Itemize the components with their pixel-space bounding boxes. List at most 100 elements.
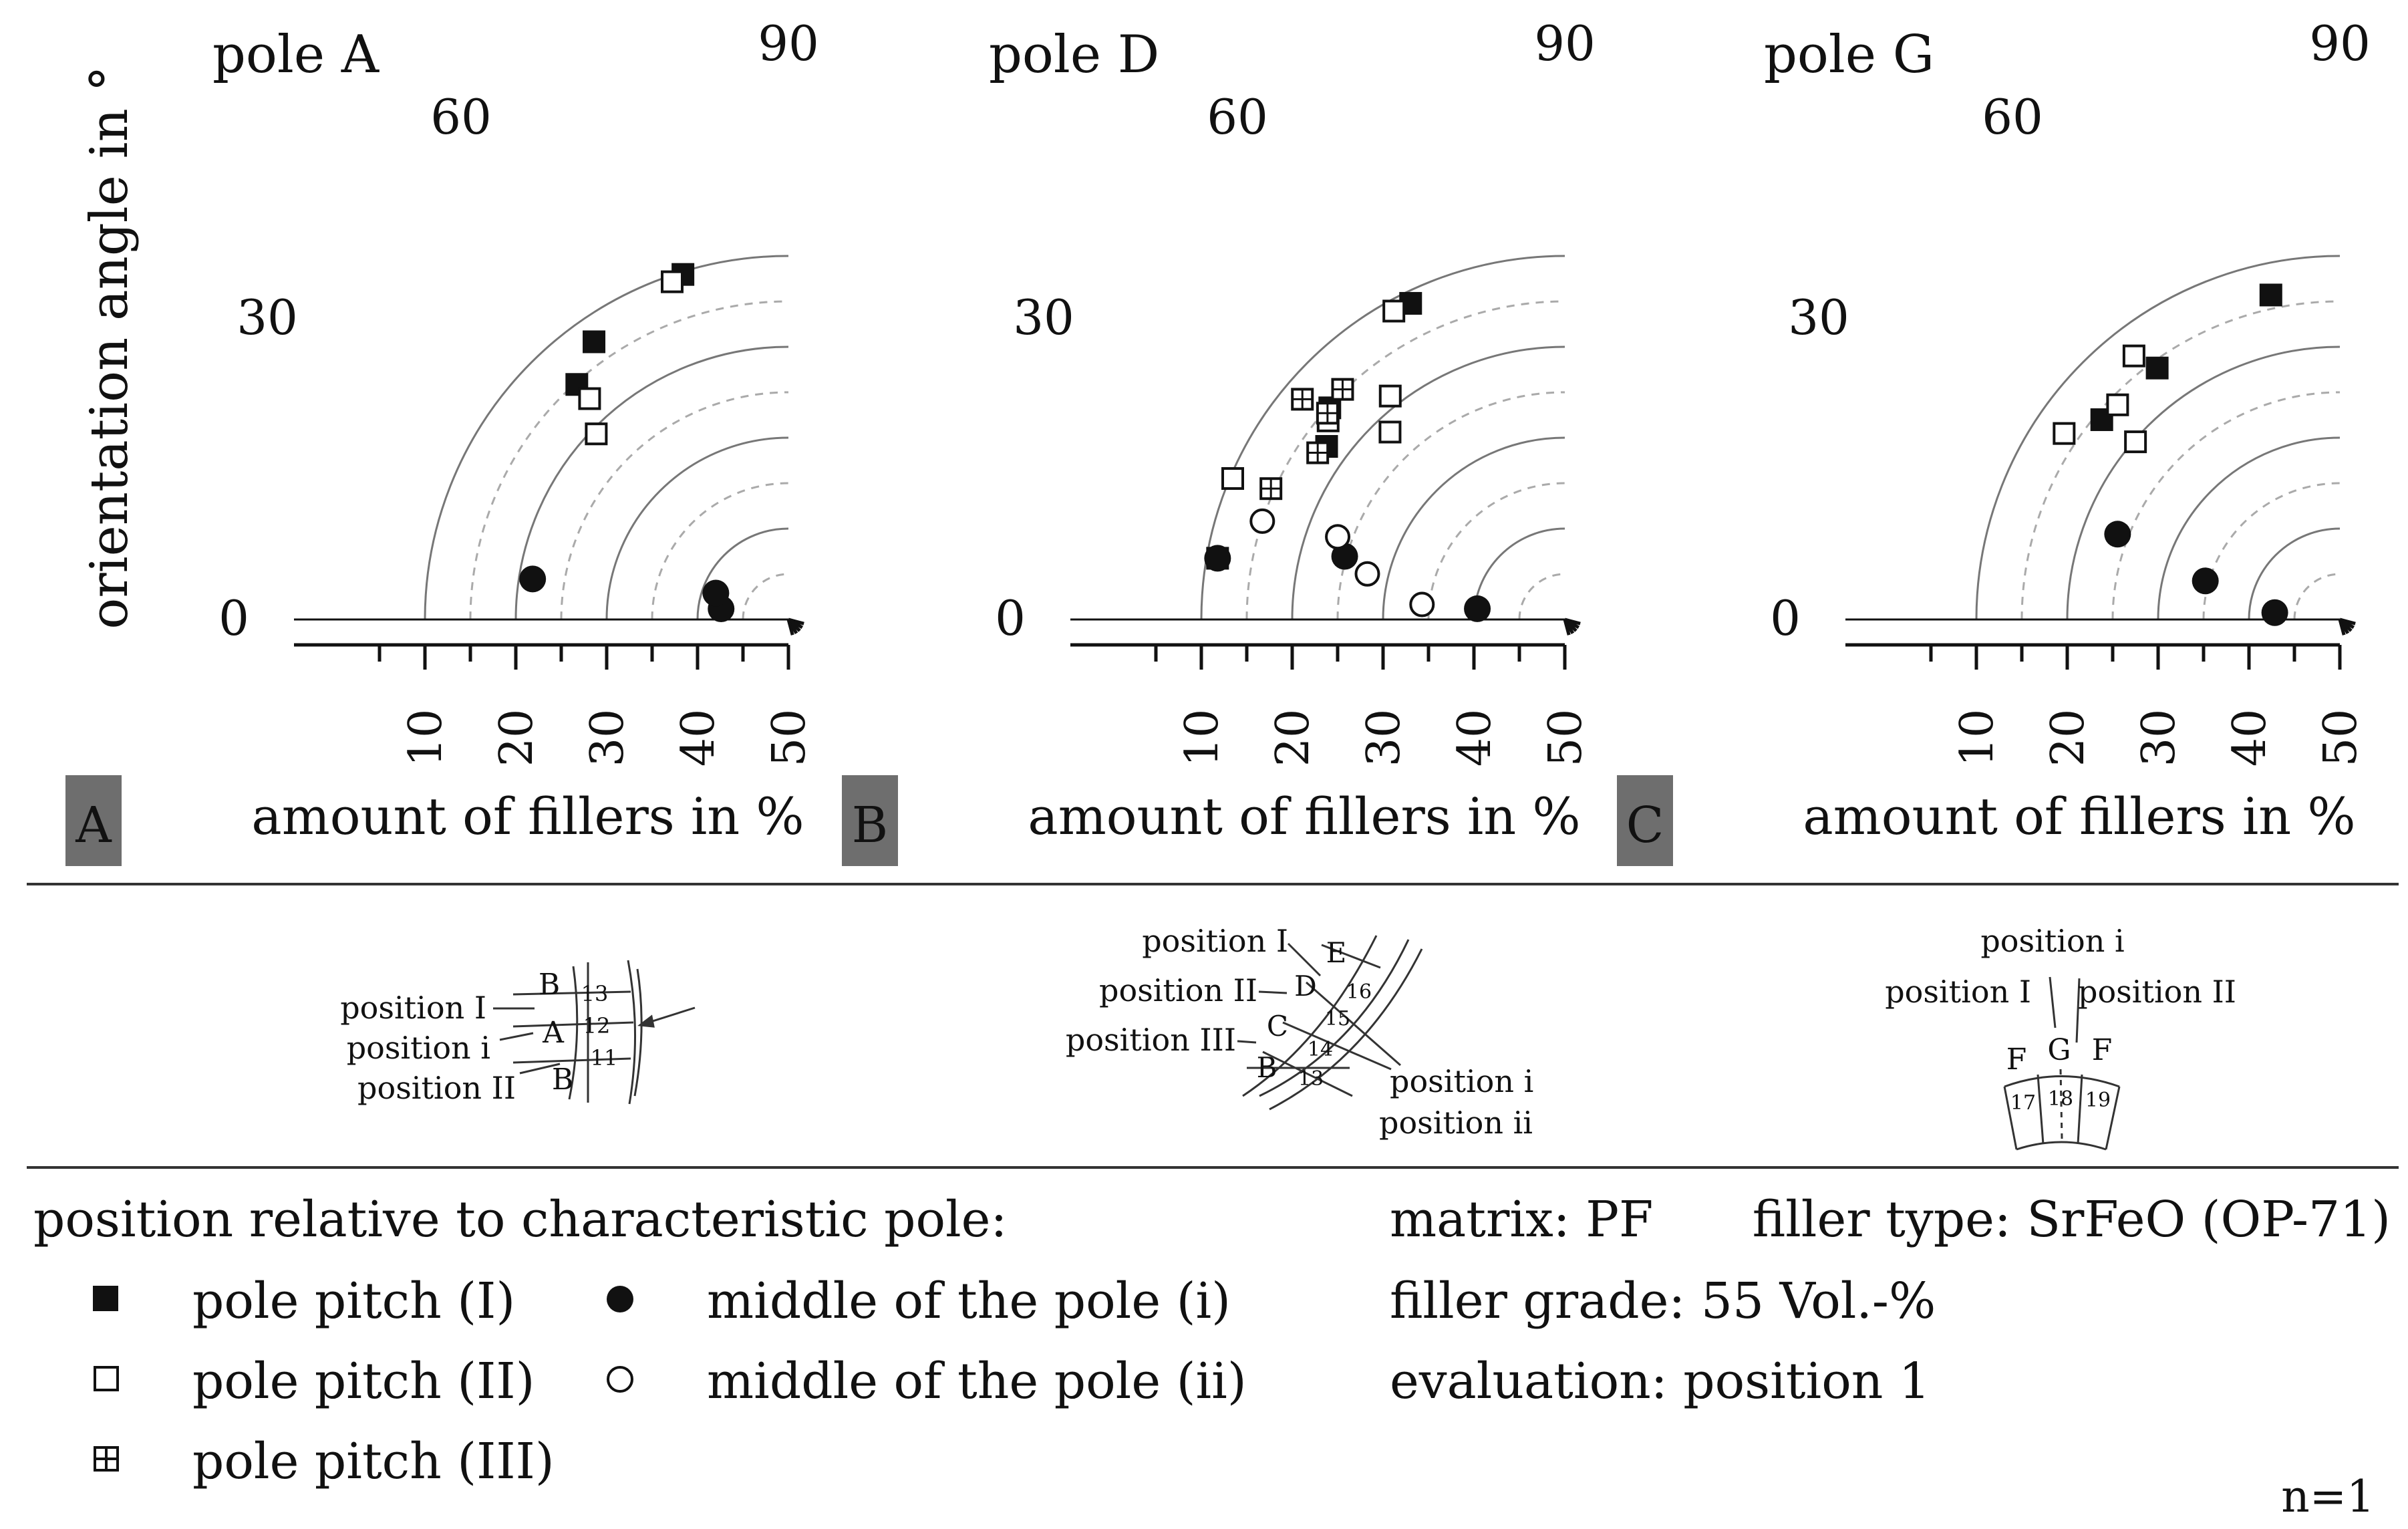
angle-tick <box>1563 619 1571 636</box>
legend-label-pole-pitch-III: pole pitch (III) <box>192 1433 555 1490</box>
data-point-crossed-square <box>1331 378 1354 401</box>
filler-tick-label-30: 30 <box>581 709 634 767</box>
info-filler-type: filler type: SrFeO (OP-71) <box>1753 1191 2391 1248</box>
diag-b-letter-B: B <box>1257 1051 1277 1084</box>
filler-tick-label-50: 50 <box>763 709 816 767</box>
legend-symbol-filled-circle <box>607 1286 633 1312</box>
data-point-filled-square <box>583 330 606 354</box>
position-diagram-a: position I position i position II B A B … <box>340 960 696 1106</box>
data-point-open-square <box>2122 344 2145 368</box>
position-diagram-b: position I position II position III posi… <box>1066 923 1533 1141</box>
diag-a-letter-B-bottom: B <box>552 1063 573 1097</box>
panel-tag-box <box>1617 775 1673 866</box>
diag-c-letter-F-right: F <box>2092 1033 2113 1067</box>
grid-arc-dashed <box>2293 573 2341 620</box>
data-point-open-square <box>660 270 684 293</box>
grid-arc-solid <box>2157 436 2341 620</box>
angle-label-30: 30 <box>237 289 298 345</box>
filler-tick-label-20: 20 <box>2042 709 2095 767</box>
y-axis-label: orientation angle in ° <box>80 65 140 629</box>
grid-arc-dashed <box>469 300 789 620</box>
grid-arc-solid <box>605 436 789 620</box>
filler-tick-label-20: 20 <box>490 709 543 767</box>
filler-tick-label-50: 50 <box>1539 709 1592 767</box>
data-point-crossed-square <box>1306 441 1330 464</box>
angle-label-0: 0 <box>218 590 249 646</box>
filler-tick-label-10: 10 <box>400 709 452 767</box>
data-point-filled-square <box>2259 283 2282 307</box>
angle-label-60: 60 <box>430 89 492 145</box>
panel-tag-A: A <box>75 797 112 854</box>
diag-c-position-i: position i <box>1980 923 2124 959</box>
diag-b-num-16: 16 <box>1346 980 1372 1004</box>
diag-c-letter-G: G <box>2047 1033 2071 1067</box>
diag-a-letter-B-top: B <box>539 968 560 1002</box>
grid-arc-dashed <box>1245 300 1565 620</box>
grid-arc-solid <box>1291 345 1565 620</box>
diag-b-position-II: position II <box>1099 972 1257 1008</box>
angle-label-0: 0 <box>995 590 1026 646</box>
diag-c-letter-F-left: F <box>2006 1042 2027 1077</box>
diag-c-num-18: 18 <box>2048 1087 2073 1111</box>
grid-arc-solid <box>1200 255 1565 620</box>
data-point-open-square <box>2124 430 2147 454</box>
data-point-open-circle <box>1409 591 1435 617</box>
diag-a-num-11: 11 <box>591 1045 618 1071</box>
data-point-open-square <box>1378 384 1402 408</box>
grid-arc-dashed <box>1336 391 1565 620</box>
legend: position relative to characteristic pole… <box>33 1191 1247 1490</box>
data-point-open-circle <box>1354 561 1380 587</box>
info-matrix: matrix: PF <box>1390 1191 1653 1248</box>
data-point-open-square <box>585 422 608 446</box>
legend-symbol-filled-square <box>93 1286 118 1311</box>
filler-tick-label-40: 40 <box>672 709 725 767</box>
diag-b-position-i: position i <box>1390 1063 1533 1099</box>
diag-c-position-I: position I <box>1885 974 2031 1010</box>
filler-tick-label-40: 40 <box>2224 709 2276 767</box>
diag-b-num-15: 15 <box>1325 1007 1350 1030</box>
panel-tag-box <box>65 775 122 866</box>
polar-chart-B: 0 30 60 90 pole D 50 40 30 20 10 amount of fillers… <box>842 15 1596 866</box>
grid-arc-dashed <box>742 573 789 620</box>
angle-label-0: 0 <box>1770 590 1801 646</box>
legend-label-pole-pitch-I: pole pitch (I) <box>192 1272 515 1330</box>
x-axis-label: amount of fillers in % <box>1803 787 2355 846</box>
data-point-crossed-square <box>1291 388 1314 411</box>
angle-label-90: 90 <box>1534 15 1596 72</box>
diag-a-num-12: 12 <box>583 1013 611 1038</box>
data-point-filled-circle <box>2192 567 2219 595</box>
panel-title: pole A <box>212 25 380 85</box>
grid-arc-solid <box>2248 527 2341 620</box>
data-point-crossed-square <box>1316 402 1339 425</box>
data-point-filled-square <box>2145 356 2169 380</box>
grid-arc-dashed <box>651 482 789 620</box>
filler-tick-label-30: 30 <box>2133 709 2186 767</box>
grid-arc-dashed <box>560 391 789 620</box>
panel-title: pole G <box>1764 25 1934 85</box>
diag-a-num-13: 13 <box>581 981 609 1006</box>
diag-b-letter-D: D <box>1294 970 1317 1002</box>
polar-chart-A: 0 30 60 90 pole A 50 40 30 20 10 amount of fillers… <box>65 15 819 866</box>
data-point-filled-circle <box>1331 543 1358 570</box>
grid-arc-solid <box>514 345 789 620</box>
panel-title: pole D <box>989 25 1159 85</box>
data-point-filled-circle <box>519 565 547 593</box>
diag-c-num-17: 17 <box>2010 1091 2036 1115</box>
diag-b-letter-C: C <box>1267 1010 1288 1042</box>
filler-tick-label-10: 10 <box>1176 709 1229 767</box>
polar-chart-C: 0 30 60 90 pole G 50 40 30 20 10 amount of fillers… <box>1617 15 2371 866</box>
diag-b-num-14: 14 <box>1308 1038 1333 1061</box>
angle-tick <box>2338 619 2346 636</box>
legend-label-pole-pitch-II: pole pitch (II) <box>192 1353 535 1410</box>
position-diagram-c: position i position I position II F G F … <box>1885 923 2236 1151</box>
filler-tick-label-30: 30 <box>1358 709 1410 767</box>
data-point-open-square <box>578 387 601 410</box>
grid-arc-dashed <box>2202 482 2341 620</box>
diag-b-num-13: 13 <box>1298 1067 1324 1091</box>
angle-label-90: 90 <box>2309 15 2371 72</box>
grid-arc-solid <box>2066 345 2341 620</box>
legend-heading: position relative to characteristic pole… <box>33 1191 1007 1248</box>
angle-label-60: 60 <box>1207 89 1268 145</box>
filler-tick-label-20: 20 <box>1267 709 1320 767</box>
